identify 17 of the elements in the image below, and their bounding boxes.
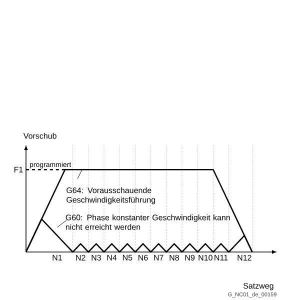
y-axis-title: Vorschub: [23, 132, 56, 139]
x-tick-label: N3: [92, 254, 101, 261]
x-tick-label: N7: [154, 254, 164, 260]
x-tick-label: N1: [52, 254, 62, 260]
legend-label: G60: Phase konstanter Geschwindigkeit kann nicht erreicht werden: [66, 214, 230, 230]
x-tick-label: N10: [198, 254, 212, 261]
series-label: G64: Vorausschauende Geschwindigkeitsführung: [66, 187, 156, 204]
x-tick-label: N4: [107, 254, 117, 260]
x-tick-label: N12: [238, 254, 252, 260]
x-tick-label: N11: [214, 254, 228, 260]
x-tick-label: N8: [170, 254, 179, 261]
x-axis-title: Satzweg: [243, 282, 274, 290]
annotation: F1: [14, 166, 23, 172]
x-tick-label: N6: [138, 254, 148, 261]
x-tick-label: N5: [122, 254, 132, 260]
x-tick-label: N2: [76, 254, 86, 260]
x-tick-label: N9: [185, 254, 195, 261]
